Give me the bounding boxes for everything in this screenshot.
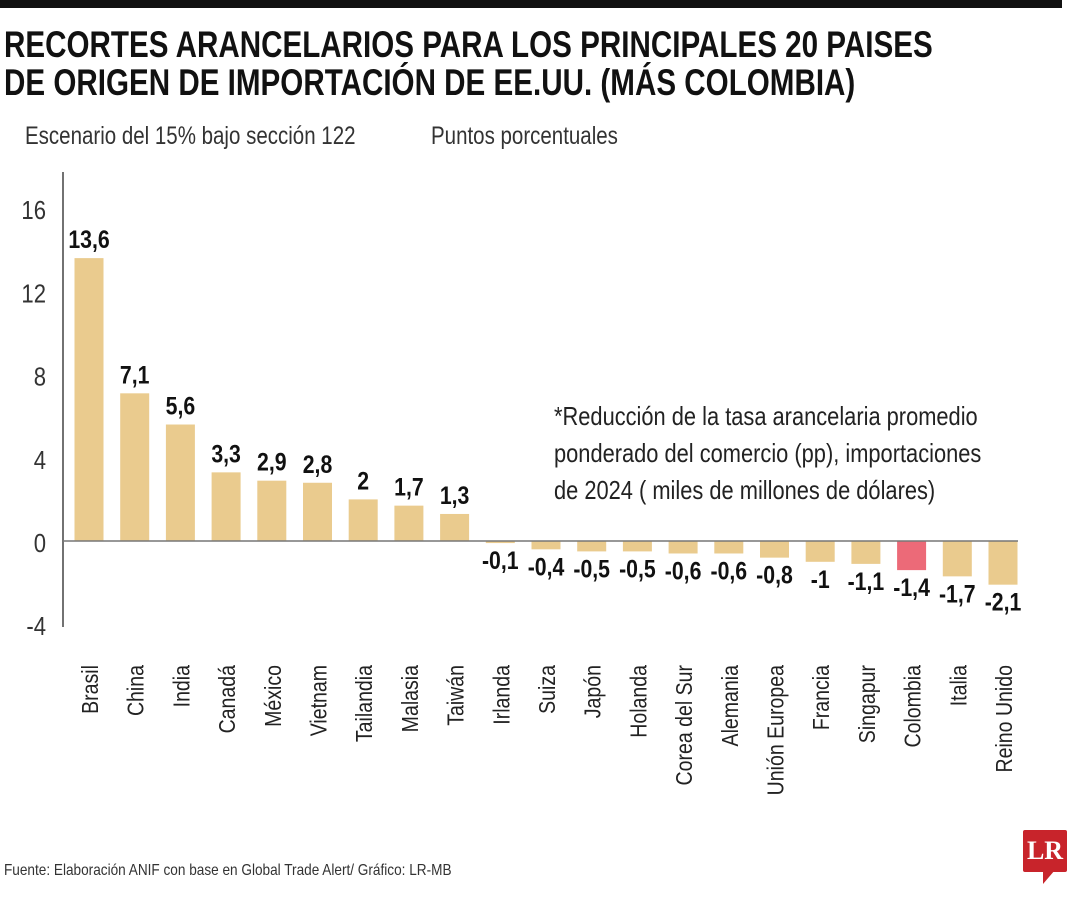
bar-colombia xyxy=(897,541,927,571)
y-tick-label: 4 xyxy=(34,446,46,475)
bar-alemania xyxy=(714,541,744,554)
note-line-3: de 2024 ( miles de millones de dólares) xyxy=(554,475,936,505)
category-label: Francia xyxy=(809,665,835,730)
value-label: -1,7 xyxy=(939,580,976,608)
bar-tailandia xyxy=(348,499,378,541)
bar-unión-europea xyxy=(760,541,789,558)
category-label: Brasil xyxy=(78,665,104,714)
category-label: Tailandia xyxy=(352,665,378,742)
category-label: Unión Europea xyxy=(763,665,789,795)
value-label: -1,4 xyxy=(893,573,930,601)
category-label: India xyxy=(169,665,195,707)
value-label: -0,6 xyxy=(665,557,702,585)
bar-singapur xyxy=(851,541,881,564)
value-label: -0,6 xyxy=(710,557,747,585)
category-label: Vietnam xyxy=(306,665,332,736)
category-label: Italia xyxy=(946,665,972,706)
category-label: México xyxy=(260,665,286,727)
value-label: 1,7 xyxy=(394,473,424,501)
bar-holanda xyxy=(622,541,652,552)
category-label: Suiza xyxy=(535,665,561,714)
category-label: Reino Unido xyxy=(992,665,1018,773)
bar-china xyxy=(120,393,150,541)
y-tick-label: 12 xyxy=(21,280,46,309)
value-label: -0,5 xyxy=(619,555,656,583)
value-label: -1,1 xyxy=(848,567,885,595)
category-label: Irlanda xyxy=(489,665,515,725)
bar-canadá xyxy=(211,472,241,541)
value-label: -0,4 xyxy=(528,553,565,581)
chart-title: RECORTES ARANCELARIOS PARA LOS PRINCIPAL… xyxy=(4,26,933,102)
bar-reino-unido xyxy=(988,541,1018,585)
value-label: 2,9 xyxy=(257,448,287,476)
category-label: Holanda xyxy=(626,665,652,738)
top-rule xyxy=(0,0,1062,8)
category-label: Alemania xyxy=(717,665,743,747)
bar-francia xyxy=(805,541,835,562)
bar-india xyxy=(165,424,195,541)
value-label: 5,6 xyxy=(166,392,196,420)
category-label: Taiwán xyxy=(443,665,469,726)
category-label: Japón xyxy=(580,665,606,718)
bar-méxico xyxy=(257,480,287,541)
category-label: Colombia xyxy=(900,665,926,748)
bar-brasil xyxy=(74,258,104,541)
note-line-1: *Reducción de la tasa arancelaria promed… xyxy=(554,401,978,431)
category-label: Corea del Sur xyxy=(672,665,698,786)
bar-irlanda xyxy=(485,541,515,544)
title-line-2: DE ORIGEN DE IMPORTACIÓN DE EE.UU. (MÁS … xyxy=(4,62,856,103)
bar-vietnam xyxy=(303,482,332,541)
bar-italia xyxy=(942,541,972,577)
source-note: Fuente: Elaboración ANIF con base en Glo… xyxy=(4,862,452,879)
value-label: 3,3 xyxy=(211,440,241,468)
bar-japón xyxy=(577,541,607,552)
value-label: -0,8 xyxy=(756,561,793,589)
subtitle-scenario: Escenario del 15% bajo sección 122 xyxy=(25,122,356,150)
title-line-1: RECORTES ARANCELARIOS PARA LOS PRINCIPAL… xyxy=(4,24,933,65)
bar-suiza xyxy=(531,541,561,550)
lr-logo: LR xyxy=(1023,830,1067,884)
bar-taiwán xyxy=(440,513,470,541)
value-label: 2 xyxy=(357,467,369,495)
value-label: 7,1 xyxy=(120,361,150,389)
bar-corea-del-sur xyxy=(668,541,698,554)
y-tick-label: -4 xyxy=(26,613,46,642)
category-label: Canadá xyxy=(215,665,241,734)
category-label: Malasia xyxy=(397,665,423,732)
y-tick-label: 16 xyxy=(21,197,46,226)
category-label: Singapur xyxy=(854,665,880,743)
bar-malasia xyxy=(394,505,424,541)
value-label: 2,8 xyxy=(303,450,333,478)
subtitle-units: Puntos porcentuales xyxy=(431,122,618,150)
category-label: China xyxy=(123,665,149,716)
value-label: -0,5 xyxy=(573,555,610,583)
note-line-2: ponderado del comercio (pp), importacion… xyxy=(554,438,982,468)
y-tick-label: 0 xyxy=(34,529,46,558)
value-label: 1,3 xyxy=(440,481,470,509)
value-label: 13,6 xyxy=(68,225,109,253)
value-label: -2,1 xyxy=(985,588,1022,616)
value-label: -0,1 xyxy=(482,546,519,574)
y-tick-label: 8 xyxy=(34,363,46,392)
chart-note: *Reducción de la tasa arancelaria promed… xyxy=(554,398,981,509)
value-label: -1 xyxy=(811,565,830,593)
